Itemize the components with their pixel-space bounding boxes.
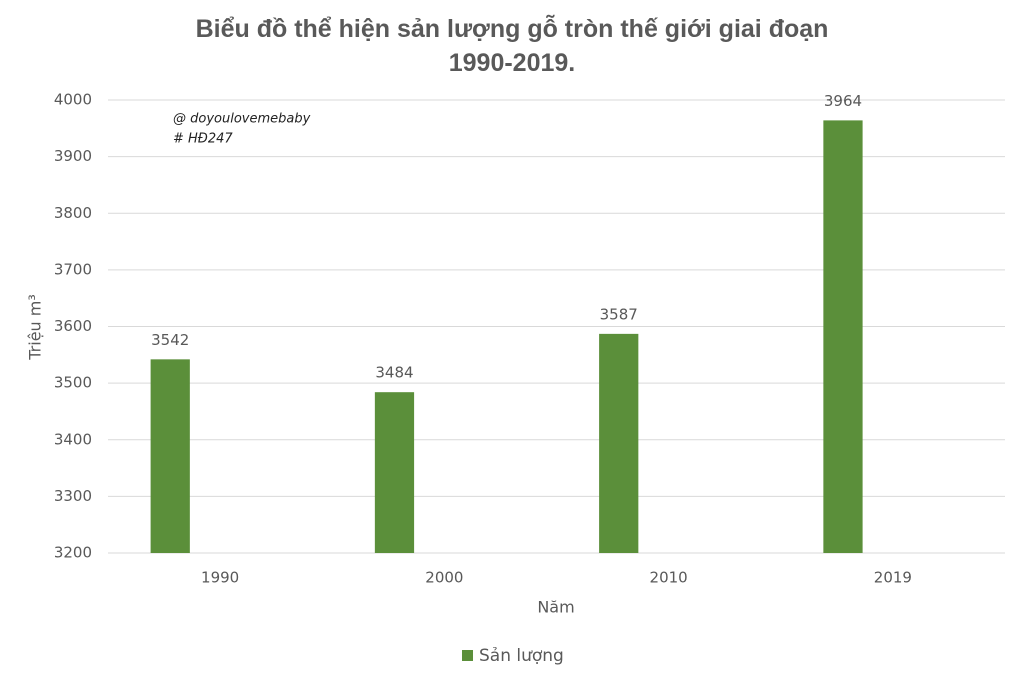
- data-label: 3587: [600, 305, 638, 323]
- y-tick-label: 3500: [54, 374, 92, 392]
- chart-title: Biểu đồ thể hiện sản lượng gỗ tròn thế g…: [195, 15, 829, 77]
- data-label: 3542: [151, 331, 189, 349]
- x-tick-label: 2019: [874, 569, 912, 587]
- annotation: # HĐ247: [173, 132, 233, 147]
- bar: [150, 359, 190, 553]
- y-tick-label: 4000: [54, 91, 92, 109]
- legend-label: Sản lượng: [479, 646, 564, 666]
- x-tick-label: 2000: [425, 569, 463, 587]
- y-tick-label: 3200: [54, 544, 92, 562]
- y-tick-label: 3900: [54, 147, 92, 165]
- y-axis-label: Triệu m³: [26, 294, 45, 361]
- bar: [599, 333, 639, 553]
- y-tick-label: 3600: [54, 317, 92, 335]
- x-tick-label: 1990: [201, 569, 239, 587]
- y-tick-label: 3800: [54, 204, 92, 222]
- legend-swatch: [462, 650, 473, 661]
- data-label: 3964: [824, 92, 862, 110]
- y-tick-label: 3300: [54, 487, 92, 505]
- y-tick-label: 3700: [54, 260, 92, 278]
- bar: [823, 120, 863, 553]
- data-label: 3484: [375, 364, 413, 382]
- x-axis-label: Năm: [537, 598, 574, 617]
- bar: [374, 392, 415, 553]
- x-tick-label: 2010: [650, 569, 688, 587]
- y-tick-label: 3400: [54, 430, 92, 448]
- annotation: @ doyoulovemebaby: [173, 112, 311, 127]
